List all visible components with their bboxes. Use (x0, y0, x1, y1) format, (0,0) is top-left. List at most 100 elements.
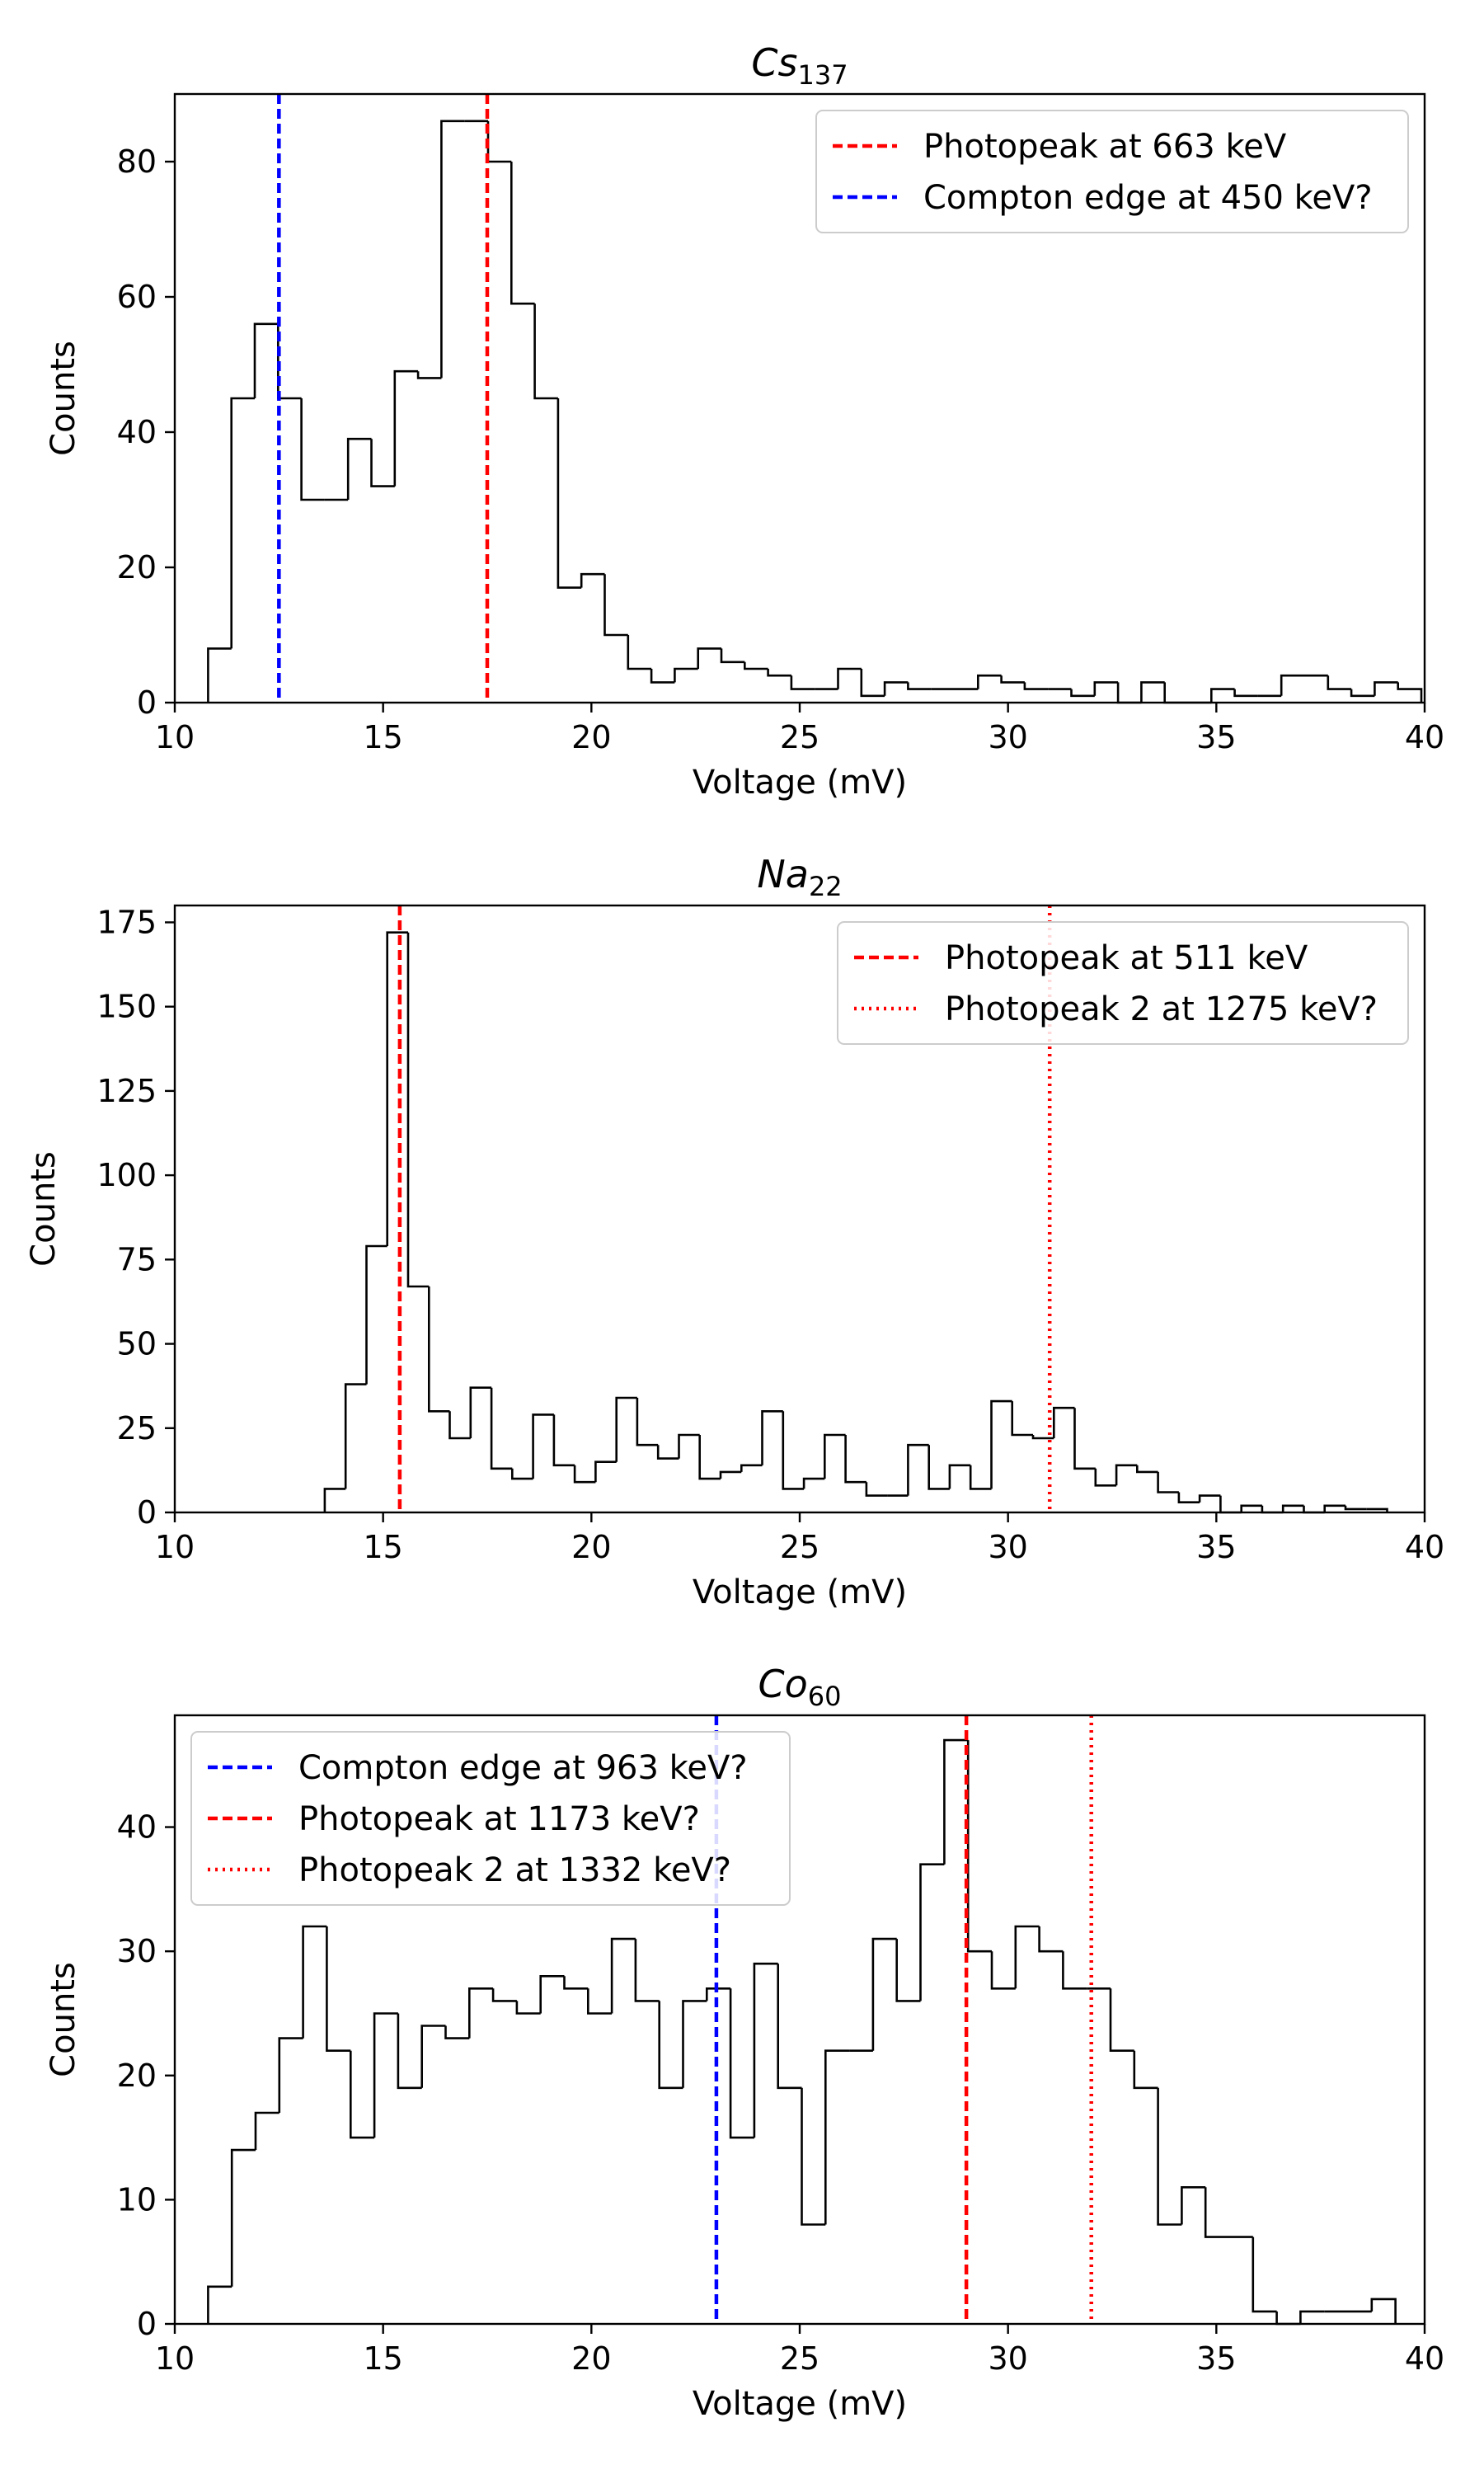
co60-bin (729, 1988, 754, 2139)
co60-bin (634, 1939, 660, 2002)
co60-bin (1252, 2236, 1277, 2313)
cs137-x-tick-label: 15 (363, 719, 402, 755)
na22-bin (1177, 1492, 1200, 1503)
co60-bin (326, 1926, 351, 2052)
na22-bin (406, 932, 430, 1288)
na22-bin (1157, 1471, 1179, 1493)
na22-bin (761, 1410, 783, 1465)
na22-bin (1115, 1464, 1138, 1486)
na22-bin (844, 1435, 866, 1484)
na22-x-tick-label: 40 (1405, 1529, 1444, 1565)
co60-y-tick-label: 40 (117, 1809, 157, 1846)
co60-bin (753, 1962, 778, 2138)
na22-y-tick-label: 150 (96, 989, 157, 1025)
co60-bin (278, 2037, 303, 2113)
na22-bin (782, 1411, 805, 1490)
na22-bin (615, 1396, 637, 1462)
cs137-bin (1116, 682, 1142, 704)
cs137-bin (883, 681, 909, 696)
na22-y-tick-label: 175 (96, 904, 157, 940)
co60-bin (587, 1988, 613, 2015)
cs137-bin (674, 667, 698, 683)
co60-bin (420, 2025, 446, 2088)
co60-x-tick-label: 40 (1405, 2340, 1444, 2377)
co60-bin (919, 1863, 945, 2001)
co60-bin (350, 2050, 375, 2139)
co60-bin (1370, 2298, 1397, 2324)
co60-legend-label-2: Photopeak at 1173 keV? (298, 1800, 700, 1838)
co60-bin (468, 1987, 494, 2039)
cs137-legend: Photopeak at 663 keV Compton edge at 450 … (815, 110, 1409, 233)
co60-bin (966, 1740, 992, 1953)
na22-bin (1303, 1505, 1325, 1514)
cs137-bin (416, 371, 442, 379)
co60-x-tick-label: 35 (1196, 2340, 1236, 2377)
cs137-bin (1210, 688, 1235, 703)
cs137-bin (1000, 675, 1025, 684)
cs137-legend-label-2: Compton edge at 450 keV? (923, 179, 1373, 217)
na22-bin (907, 1443, 929, 1496)
cs137-bin (627, 635, 652, 670)
cs137-bin (697, 647, 721, 669)
na22-bin (1136, 1465, 1158, 1474)
na22-bin (1323, 1504, 1345, 1512)
na22-x-tick-label: 30 (988, 1529, 1027, 1565)
cs137-bin (1023, 682, 1049, 690)
cs137-y-axis-label: Counts (45, 341, 82, 456)
co60-legend-label-1: Compton edge at 963 keV? (298, 1749, 748, 1787)
co60-x-tick-label: 20 (571, 2340, 611, 2377)
cs137-legend-box (815, 110, 1409, 233)
cs137-bin (767, 669, 791, 677)
na22-bin (1240, 1504, 1262, 1512)
na22-x-tick-label: 35 (1196, 1529, 1236, 1565)
na22-bin (865, 1482, 888, 1497)
cs137-bin (1093, 681, 1119, 696)
cs137-chart-title: Cs137 (751, 40, 848, 91)
co60-legend-label-3: Photopeak 2 at 1332 keV? (298, 1851, 731, 1889)
co60-legend-box (190, 1731, 791, 1906)
cs137-bin (370, 439, 395, 487)
cs137-bin (650, 669, 675, 684)
cs137-bin (1374, 681, 1398, 696)
co60-bin (871, 1937, 897, 2051)
na22-bin (1011, 1401, 1033, 1437)
na22-bin (1198, 1494, 1221, 1503)
cs137-y-tick-label: 80 (117, 143, 157, 180)
na22-bin (490, 1387, 513, 1470)
na22-chart: 10 15 20 25 30 35 40 0 25 50 75 100 125 150 175 Voltage… (25, 852, 1444, 1611)
na22-bin (511, 1468, 533, 1480)
co60-bin (254, 2111, 279, 2151)
cs137-x-tick-label: 35 (1196, 719, 1236, 755)
cs137-bin (1350, 689, 1375, 698)
co60-x-tick-label: 10 (155, 2340, 195, 2377)
cs137-bin (1280, 674, 1305, 696)
cs137-bin (744, 661, 768, 670)
na22-bin (1073, 1408, 1096, 1470)
co60-bin (610, 1937, 636, 2014)
co60-bin (990, 1951, 1016, 1990)
na22-bin (636, 1398, 659, 1446)
co60-histogram (207, 1738, 1397, 2326)
na22-bin (990, 1399, 1012, 1489)
co60-bin (515, 2001, 541, 2015)
na22-bin (719, 1470, 742, 1479)
cs137-bin (977, 674, 1002, 689)
co60-bin (230, 2148, 256, 2287)
co60-bin (563, 1976, 589, 1990)
na22-x-tick-label: 15 (363, 1529, 402, 1565)
na22-bin (656, 1445, 679, 1460)
na22-bin (948, 1464, 971, 1489)
na22-bin (594, 1460, 617, 1483)
cs137-chart: 10 15 20 25 30 35 40 0 20 40 60 80 Voltage (mV) Count… (45, 40, 1444, 802)
cs137-x-tick-label: 20 (571, 719, 611, 755)
co60-bin (397, 2013, 422, 2090)
co60-bin (539, 1975, 565, 2014)
cs137-bin (207, 647, 232, 703)
cs137-y-tick-label: 40 (117, 414, 157, 450)
cs137-bin (907, 682, 932, 690)
co60-bin (801, 2087, 826, 2226)
co60-bin (1204, 2187, 1229, 2238)
na22-bin (469, 1386, 492, 1438)
